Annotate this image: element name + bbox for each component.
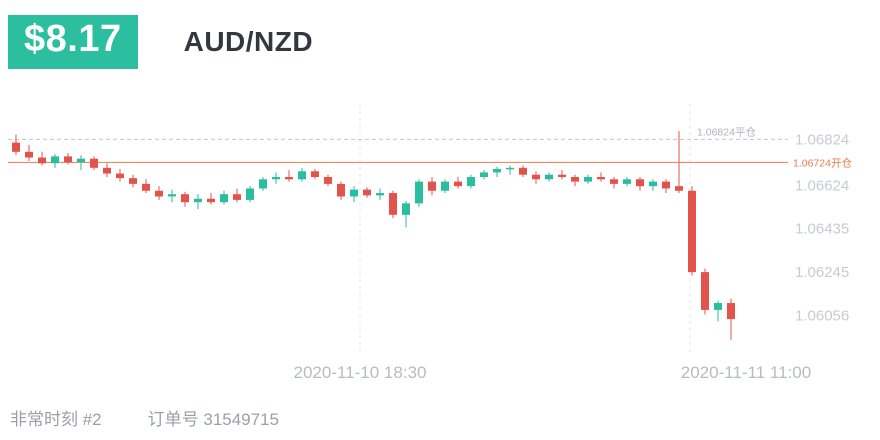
- candle-body: [363, 189, 371, 196]
- candle-body: [168, 194, 176, 197]
- candle-body: [467, 177, 475, 187]
- candle-body: [584, 177, 592, 182]
- candle-body: [103, 167, 111, 174]
- candle-body: [324, 177, 332, 184]
- y-axis-label: 1.06056: [795, 307, 849, 324]
- candle-body: [77, 158, 85, 163]
- candle-body: [493, 168, 501, 173]
- candle-body: [51, 156, 59, 164]
- footer-info: 非常时刻 #2 订单号 31549715: [10, 405, 279, 430]
- candle-body: [233, 194, 241, 200]
- candle-body: [675, 186, 683, 191]
- candle-body: [558, 174, 566, 177]
- event-label: 非常时刻 #2: [10, 410, 102, 429]
- candle-body: [12, 142, 20, 152]
- candle-body: [714, 303, 722, 310]
- candle-body: [389, 193, 397, 215]
- candle-body: [688, 190, 696, 273]
- candle-body: [662, 181, 670, 189]
- candle-body: [155, 190, 163, 197]
- close-position-label: 1.06824平仓: [697, 125, 756, 138]
- candle-body: [259, 179, 267, 189]
- candle-body: [298, 171, 306, 180]
- candle-body: [246, 188, 254, 200]
- pair-title: AUD/NZD: [183, 25, 314, 57]
- candle-body: [571, 177, 579, 182]
- candle-body: [597, 177, 605, 180]
- candle-body: [610, 179, 618, 184]
- y-axis-label: 1.06245: [795, 264, 849, 281]
- candle-body: [402, 203, 410, 215]
- candle-body: [207, 198, 215, 203]
- candle-body: [506, 167, 514, 170]
- open-position-label: 1.06724开仓: [793, 156, 852, 169]
- candle-body: [129, 178, 137, 184]
- candle-body: [376, 193, 384, 196]
- y-axis-label: 1.06435: [795, 221, 849, 238]
- candle-body: [636, 179, 644, 187]
- candle-body: [285, 177, 293, 180]
- candle-body: [25, 151, 33, 158]
- candle-body: [90, 158, 98, 168]
- candle-body: [116, 173, 124, 179]
- candle-body: [64, 156, 72, 163]
- candle-body: [649, 181, 657, 187]
- candle-body: [545, 174, 553, 180]
- candle-body: [142, 183, 150, 191]
- y-axis-label: 1.06624: [795, 177, 849, 194]
- x-axis-label: 2020-11-11 11:00: [681, 363, 811, 382]
- candle-body: [272, 177, 280, 180]
- candle-body: [701, 272, 709, 310]
- candle-body: [454, 181, 462, 187]
- candle-body: [181, 194, 189, 203]
- candle-body: [623, 179, 631, 184]
- candle-body: [532, 174, 540, 180]
- candle-body: [38, 157, 46, 164]
- candle-body: [727, 303, 735, 320]
- candle-body: [441, 181, 449, 191]
- y-axis-label: 1.06824: [795, 131, 849, 148]
- candle-body: [350, 189, 358, 197]
- candle-body: [194, 198, 202, 203]
- candle-body: [337, 183, 345, 197]
- candle-body: [220, 194, 228, 203]
- order-number: 订单号 31549715: [147, 410, 280, 429]
- candle-body: [519, 167, 527, 175]
- candle-body: [311, 171, 319, 177]
- candle-body: [480, 172, 488, 177]
- candle-body: [415, 181, 423, 204]
- candle-body: [428, 181, 436, 191]
- x-axis-label: 2020-11-10 18:30: [294, 363, 427, 382]
- price-header: $8.17 AUD/NZD: [8, 15, 313, 69]
- profit-badge: $8.17: [8, 15, 138, 69]
